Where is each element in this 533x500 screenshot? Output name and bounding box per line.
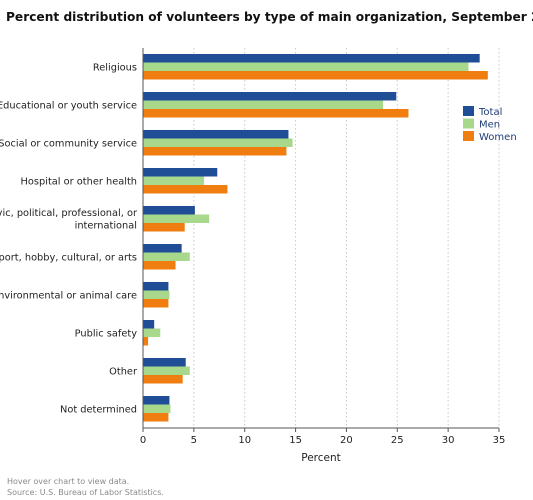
category-label-line: Religious [93,62,137,73]
bar-women [143,261,176,270]
bar-women [143,375,183,384]
x-axis-label: Percent [301,452,341,464]
bar-men [143,328,161,337]
category-label-line: Educational or youth service [0,100,137,111]
source-note: Source: U.S. Bureau of Labor Statistics. [7,488,164,497]
category-label-line: Hospital or other health [21,176,137,187]
bar-women [143,109,409,118]
x-tick-label: 10 [238,435,251,446]
legend-label-women: Women [479,132,517,143]
bar-men [143,138,293,147]
bar-total [143,168,218,177]
category-label: Public safety [75,328,138,339]
bar-women [143,299,169,308]
hover-hint: Hover over chart to view data. [7,477,130,486]
bar-total [143,320,155,329]
bar-men [143,176,205,185]
bar-men [143,100,384,109]
category-label: Religious [93,62,137,73]
x-tick-label: 25 [391,435,404,446]
bar-total [143,54,480,63]
x-tick-label: 20 [340,435,353,446]
bar-men [143,214,210,223]
category-label: Environmental or animal care [0,290,137,301]
bar-total [143,92,397,101]
category-label-line: Social or community service [0,138,137,149]
category-label-line: Environmental or animal care [0,290,137,301]
bar-men [143,366,190,375]
category-label: Not determined [60,404,137,415]
bar-men [143,252,190,261]
bar-total [143,244,182,253]
category-label-line: international [75,221,137,232]
bar-men [143,62,469,71]
category-label-line: Sport, hobby, cultural, or arts [0,252,137,263]
bar-women [143,223,185,232]
category-label: Educational or youth service [0,100,137,111]
bar-total [143,206,195,215]
x-tick-label: 5 [191,435,197,446]
category-label: Civic, political, professional, or intern… [0,208,138,232]
bar-women [143,71,488,80]
x-tick-label: 15 [289,435,302,446]
category-label-line: Other [109,366,138,377]
category-label-line: Not determined [60,404,137,415]
x-tick-label: 35 [493,435,506,446]
category-label: Other [109,366,138,377]
bar-women [143,147,287,156]
category-label-line: Civic, political, professional, or [0,208,138,219]
category-label-line: Public safety [75,328,138,339]
x-tick-label: 30 [442,435,455,446]
bar-total [143,130,289,139]
bar-total [143,282,169,291]
legend-swatch-total [463,106,474,116]
legend-swatch-men [463,118,474,129]
legend-swatch-women [463,131,474,141]
category-label: Hospital or other health [21,176,137,187]
legend-label-total: Total [478,107,502,118]
bar-women [143,413,169,422]
bar-women [143,337,149,346]
legend-label-men: Men [479,119,500,130]
category-label: Social or community service [0,138,137,149]
bar-women [143,185,228,194]
bar-total [143,358,186,367]
category-label: Sport, hobby, cultural, or arts [0,252,137,263]
bar-total [143,396,170,405]
x-tick-label: 0 [140,435,146,446]
bar-men [143,404,171,413]
bar-men [143,290,170,299]
chart-title: Percent distribution of volunteers by ty… [6,10,533,24]
